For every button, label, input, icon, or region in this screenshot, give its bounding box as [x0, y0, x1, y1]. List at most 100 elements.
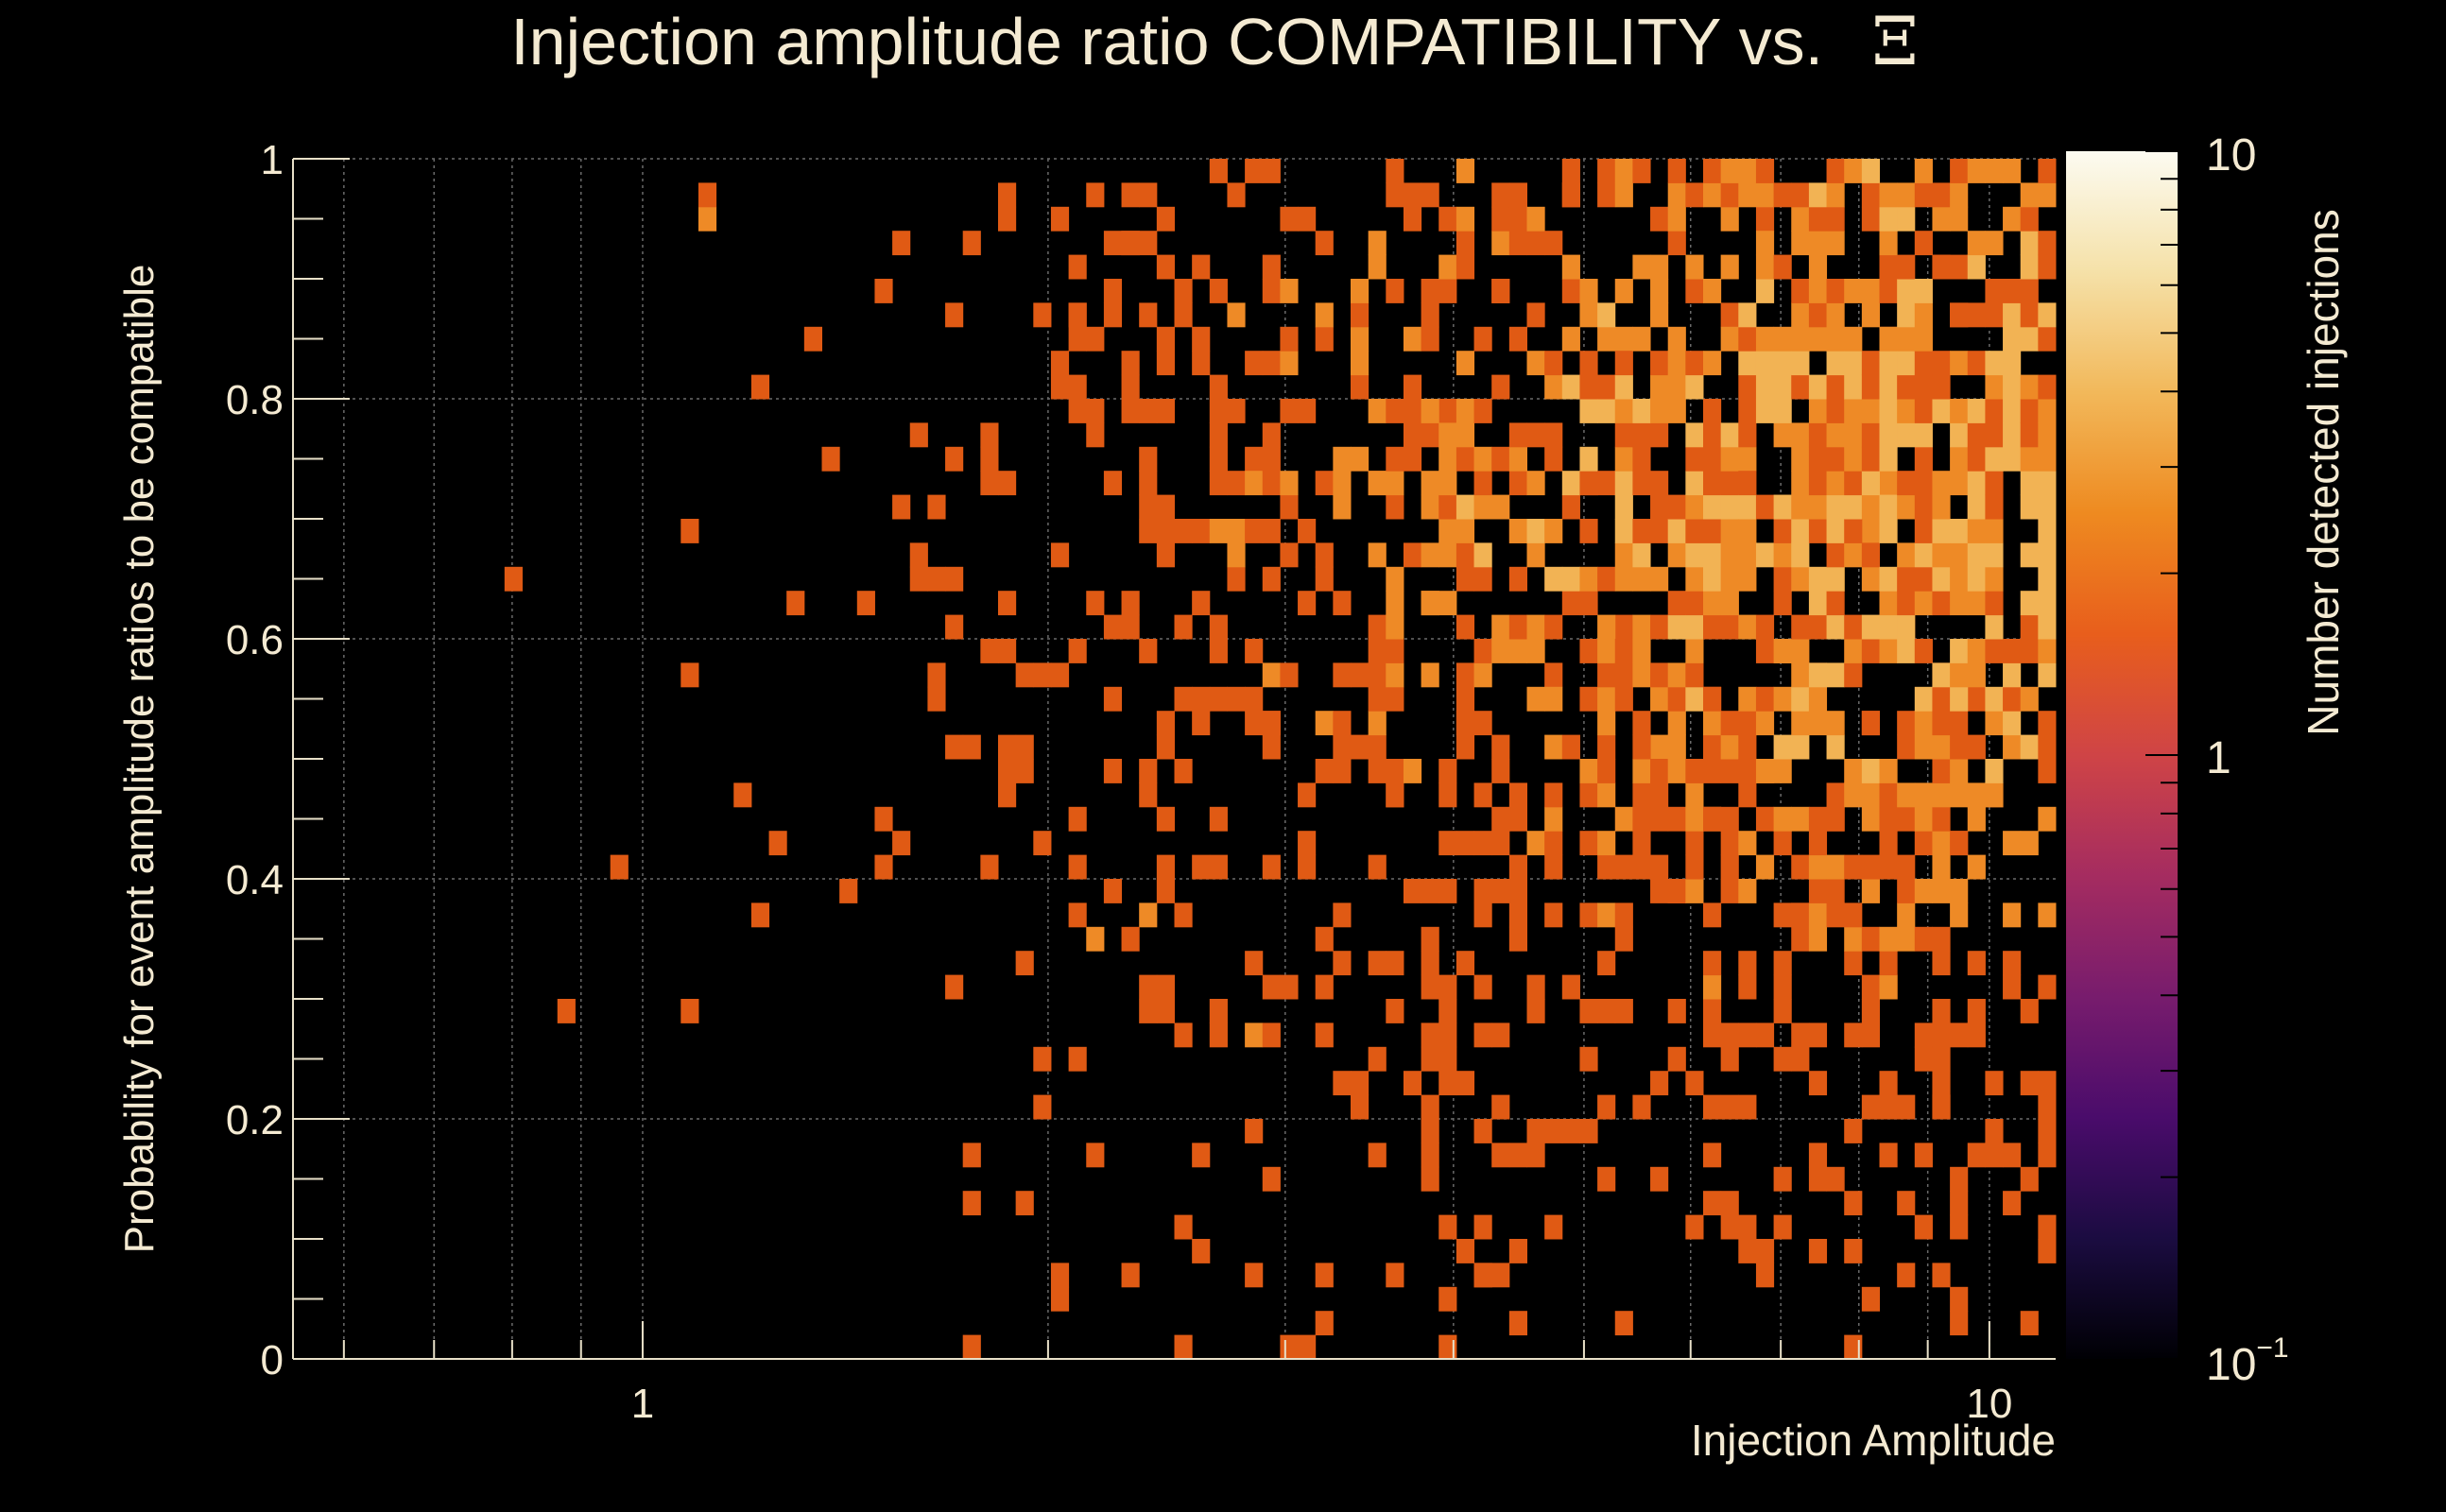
heatmap-cell	[1826, 902, 1845, 928]
heatmap-cell	[1985, 374, 2004, 400]
heatmap-cell	[1897, 374, 1916, 400]
heatmap-cell	[1508, 879, 1527, 903]
heatmap-cell	[1791, 1022, 1810, 1048]
heatmap-cell	[1967, 566, 1986, 592]
heatmap-cell	[1156, 326, 1175, 352]
heatmap-cell	[1914, 566, 1933, 592]
heatmap-cell	[1508, 231, 1527, 256]
heatmap-cell	[1351, 662, 1369, 688]
heatmap-cell	[1351, 446, 1369, 472]
heatmap-cell	[1174, 759, 1193, 783]
heatmap-cell	[1703, 422, 1722, 448]
heatmap-cell	[1614, 566, 1633, 592]
heatmap-cell	[1632, 639, 1651, 663]
heatmap-cell	[1773, 519, 1792, 543]
heatmap-cell	[1579, 279, 1598, 303]
heatmap-cell	[1086, 422, 1105, 448]
heatmap-cell	[1473, 471, 1492, 496]
heatmap-cell	[1755, 614, 1775, 640]
heatmap-cell	[1597, 759, 1616, 783]
heatmap-cell	[1614, 326, 1633, 352]
heatmap-cell	[962, 231, 981, 256]
heatmap-cell	[1879, 279, 1898, 303]
heatmap-cell	[2003, 662, 2022, 688]
heatmap-cell	[1738, 399, 1757, 423]
heatmap-cell	[1315, 566, 1334, 592]
heatmap-cell	[1773, 902, 1792, 928]
heatmap-cell	[2038, 494, 2057, 520]
heatmap-cell	[1791, 1046, 1810, 1072]
heatmap-cell	[1985, 159, 2004, 183]
heatmap-cell	[1068, 326, 1087, 352]
heatmap-cell	[1438, 542, 1457, 568]
heatmap-cell	[1421, 1094, 1439, 1120]
heatmap-cell	[1421, 326, 1439, 352]
heatmap-cell	[2038, 326, 2057, 352]
y-tick-label: 0	[261, 1337, 284, 1383]
heatmap-cell	[1950, 422, 1969, 448]
heatmap-cell	[1685, 542, 1704, 568]
heatmap-cell	[1914, 302, 1933, 328]
heatmap-cell	[1139, 782, 1158, 808]
heatmap-cell	[1227, 519, 1246, 543]
heatmap-cell	[1932, 926, 1951, 952]
heatmap-cell	[1720, 566, 1739, 592]
heatmap-cell	[1720, 1191, 1739, 1216]
heatmap-cell	[1508, 471, 1527, 496]
heatmap-cell	[1650, 471, 1669, 496]
heatmap-cell	[2038, 974, 2057, 1000]
heatmap-cell	[1897, 926, 1916, 952]
heatmap-cell	[1508, 806, 1527, 832]
heatmap-cell	[1685, 374, 1704, 400]
heatmap-cell	[1209, 422, 1228, 448]
heatmap-cell	[1932, 519, 1951, 543]
heatmap-cell	[1632, 471, 1651, 496]
heatmap-cell	[1879, 926, 1898, 952]
heatmap-cell	[1808, 854, 1828, 880]
heatmap-cell	[1808, 662, 1828, 688]
heatmap-cell	[2020, 254, 2039, 280]
heatmap-cell	[1773, 182, 1792, 208]
heatmap-cell	[1773, 759, 1792, 783]
heatmap-cell	[1720, 206, 1739, 232]
heatmap-cell	[1192, 711, 1211, 736]
heatmap-cell	[1967, 639, 1986, 663]
heatmap-cell	[1967, 591, 1986, 616]
heatmap-cell	[1720, 446, 1739, 472]
heatmap-cell	[1808, 806, 1828, 832]
heatmap-cell	[962, 1143, 981, 1168]
heatmap-cell	[1685, 422, 1704, 448]
heatmap-cell	[1526, 471, 1545, 496]
heatmap-cell	[1298, 519, 1317, 543]
heatmap-cell	[1614, 471, 1633, 496]
heatmap-cell	[786, 591, 805, 616]
heatmap-cell	[1456, 711, 1475, 736]
colorbar-title: Number detected injections	[2299, 209, 2348, 735]
heatmap-cell	[1456, 422, 1475, 448]
heatmap-cell	[1614, 374, 1633, 400]
heatmap-cell	[1861, 614, 1880, 640]
heatmap-cell	[1773, 326, 1792, 352]
heatmap-cell	[1456, 231, 1475, 256]
heatmap-cell	[2038, 734, 2057, 760]
heatmap-cell	[1050, 206, 1070, 232]
heatmap-cell	[1755, 711, 1775, 736]
xi-symbol: Ξ	[1872, 3, 1919, 80]
heatmap-cell	[1156, 542, 1175, 568]
heatmap-cell	[1844, 494, 1863, 520]
heatmap-cell	[1491, 614, 1510, 640]
heatmap-cell	[1950, 879, 1969, 903]
heatmap-cell	[1473, 711, 1492, 736]
heatmap-cell	[1773, 494, 1792, 520]
heatmap-cell	[1245, 711, 1264, 736]
heatmap-cell	[2038, 471, 2057, 496]
heatmap-cell	[2038, 1214, 2057, 1240]
heatmap-cell	[1738, 494, 1757, 520]
heatmap-cell	[1879, 206, 1898, 232]
heatmap-cell	[1579, 591, 1598, 616]
heatmap-cell	[1667, 591, 1686, 616]
heatmap-cell	[1755, 326, 1775, 352]
heatmap-cell	[1579, 999, 1598, 1023]
heatmap-cell	[1897, 326, 1916, 352]
heatmap-cell	[1879, 782, 1898, 808]
